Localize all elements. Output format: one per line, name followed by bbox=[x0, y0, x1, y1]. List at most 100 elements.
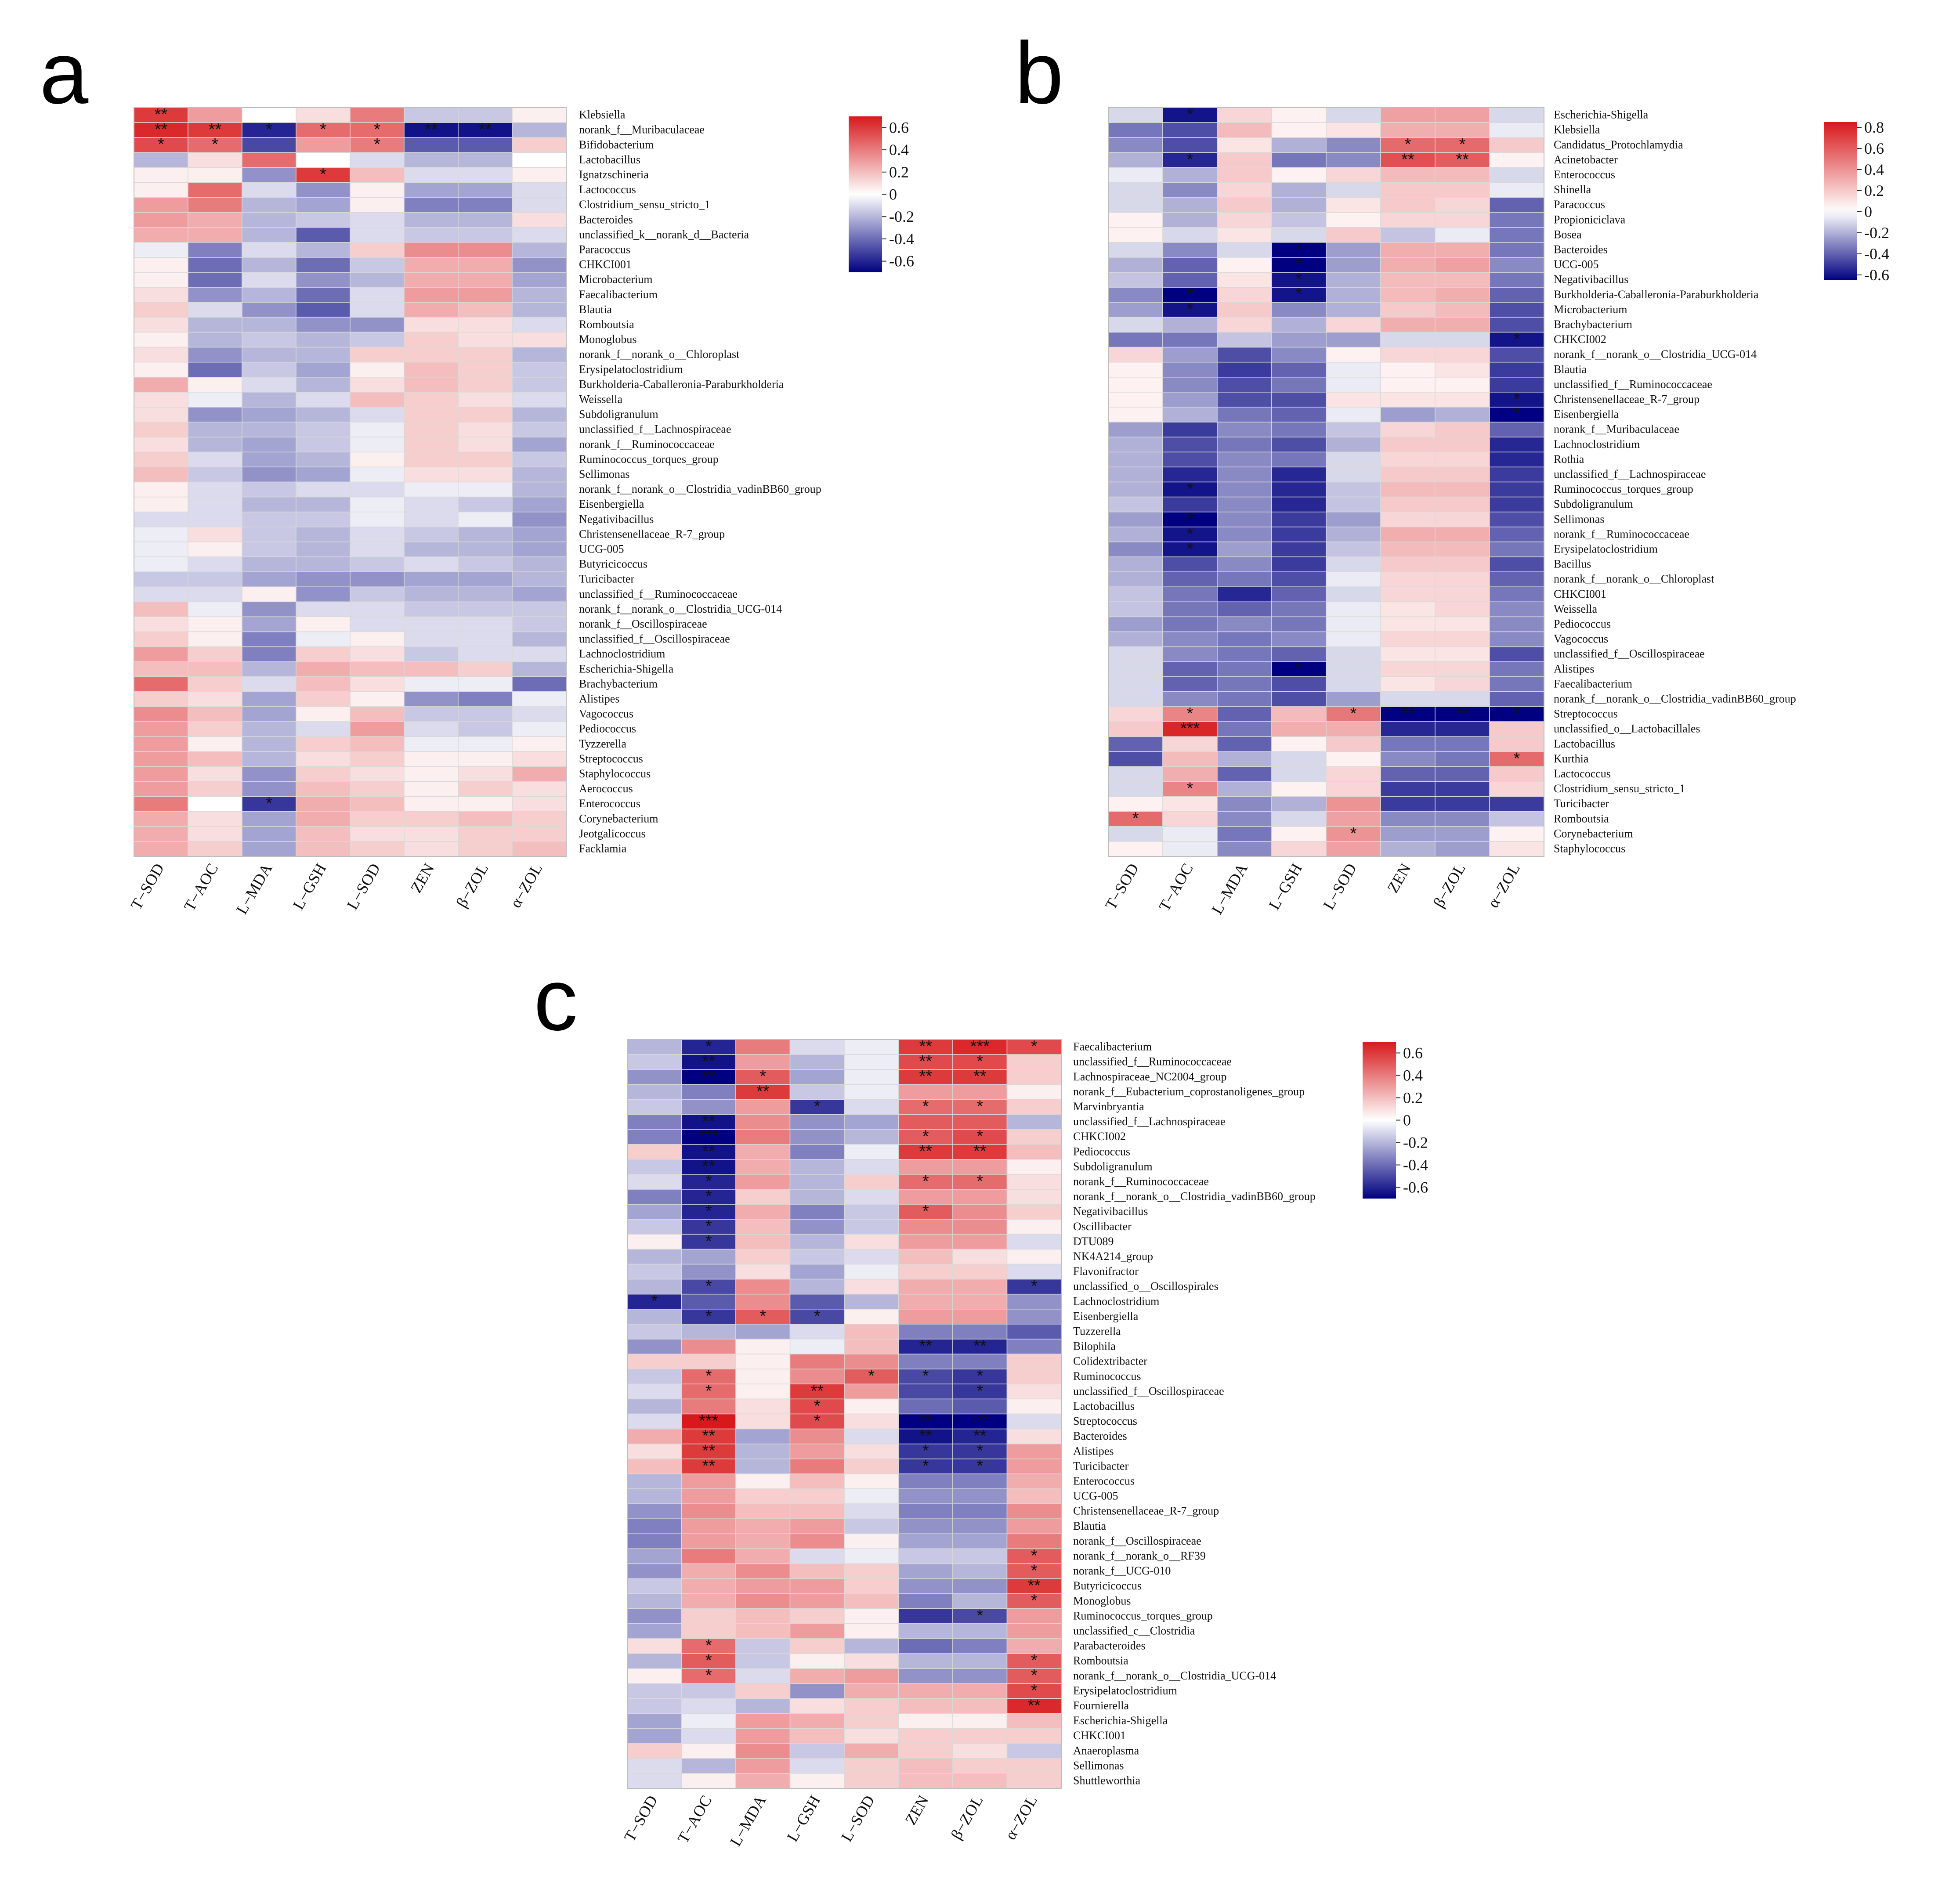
heatmap-cell bbox=[350, 451, 405, 468]
heatmap-cell bbox=[1006, 1099, 1062, 1115]
heatmap-cell bbox=[1162, 197, 1218, 213]
row-label: Bosea bbox=[1554, 228, 1582, 241]
heatmap-cell bbox=[1380, 496, 1436, 513]
heatmap-cell bbox=[134, 616, 188, 632]
heatmap-cell bbox=[512, 766, 567, 782]
heatmap-cell bbox=[1435, 212, 1490, 228]
heatmap-cell bbox=[627, 1578, 682, 1594]
heatmap-cell bbox=[404, 646, 459, 662]
row-label: norank_f__norank_o__Chloroplast bbox=[579, 348, 740, 361]
heatmap-cell bbox=[1162, 167, 1218, 183]
significance-mark: * bbox=[976, 1457, 983, 1475]
heatmap-cell bbox=[898, 1114, 953, 1130]
heatmap-cell bbox=[735, 1503, 791, 1519]
heatmap-cell bbox=[404, 347, 459, 363]
heatmap-cell bbox=[1162, 407, 1218, 422]
heatmap-cell bbox=[134, 542, 188, 557]
heatmap-cell bbox=[898, 1354, 953, 1369]
heatmap-cell bbox=[512, 676, 567, 692]
heatmap-cell bbox=[1006, 1488, 1062, 1504]
heatmap-cell bbox=[296, 496, 351, 513]
heatmap-cell bbox=[404, 571, 459, 587]
heatmap-cell bbox=[844, 1324, 899, 1340]
heatmap-cell bbox=[627, 1443, 682, 1459]
row-label: Sellimonas bbox=[579, 468, 630, 480]
heatmap-cell bbox=[1489, 826, 1544, 842]
heatmap-cell bbox=[898, 1249, 953, 1265]
heatmap-cell bbox=[512, 601, 567, 618]
colorbar-tick-label: 0.4 bbox=[1403, 1067, 1423, 1084]
heatmap-cell bbox=[134, 661, 188, 677]
significance-mark: * bbox=[1296, 255, 1302, 274]
significance-mark: ** bbox=[1456, 704, 1469, 723]
row-label: Ignatzschineria bbox=[579, 168, 649, 181]
heatmap-cell bbox=[1326, 646, 1381, 662]
column-label: L−GSH bbox=[783, 1792, 824, 1845]
heatmap-cell bbox=[627, 1668, 682, 1684]
row-label: norank_f__norank_o__Chloroplast bbox=[1554, 573, 1714, 585]
heatmap-cell bbox=[1271, 437, 1327, 453]
heatmap-cell bbox=[458, 332, 513, 348]
column-label: T−SOD bbox=[621, 1792, 661, 1845]
heatmap-cell bbox=[627, 1069, 682, 1085]
heatmap-cell bbox=[1217, 646, 1272, 662]
heatmap-cell bbox=[1108, 407, 1163, 422]
heatmap-cell bbox=[1108, 527, 1163, 542]
heatmap-cell bbox=[898, 1713, 953, 1729]
heatmap-cell bbox=[1162, 496, 1218, 513]
heatmap-cell bbox=[1380, 242, 1436, 258]
heatmap-cell bbox=[1217, 542, 1272, 557]
heatmap-cell bbox=[1435, 227, 1490, 243]
heatmap-cell bbox=[789, 1159, 845, 1175]
heatmap-cell bbox=[1380, 841, 1436, 857]
heatmap-cell bbox=[1489, 496, 1544, 513]
heatmap-cell bbox=[789, 1129, 845, 1145]
heatmap-cell bbox=[1271, 182, 1327, 198]
heatmap-cell bbox=[1380, 317, 1436, 333]
heatmap-cell bbox=[1326, 287, 1381, 303]
heatmap-cell bbox=[1489, 796, 1544, 812]
heatmap-cell bbox=[681, 1503, 736, 1519]
heatmap-cell bbox=[296, 317, 351, 333]
heatmap-cell bbox=[627, 1773, 682, 1789]
heatmap-cell bbox=[1108, 317, 1163, 333]
heatmap-cell bbox=[1108, 377, 1163, 393]
heatmap-cell bbox=[1217, 676, 1272, 692]
heatmap-cell bbox=[1271, 407, 1327, 422]
row-label: Ruminococcus_torques_group bbox=[1554, 483, 1693, 495]
row-label: norank_f__Oscillospiraceae bbox=[1073, 1535, 1201, 1547]
heatmap-cell bbox=[1217, 586, 1272, 603]
heatmap-cell bbox=[404, 392, 459, 408]
heatmap-cell bbox=[681, 1713, 736, 1729]
heatmap-cell bbox=[1435, 556, 1490, 572]
heatmap-cell bbox=[735, 1773, 791, 1789]
row-label: CHKCI001 bbox=[579, 258, 632, 271]
significance-mark: * bbox=[976, 1382, 983, 1400]
heatmap-cell bbox=[1489, 167, 1544, 183]
heatmap-cell bbox=[844, 1293, 899, 1310]
row-label: UCG-005 bbox=[1073, 1490, 1118, 1502]
row-label: norank_f__Ruminococcaceae bbox=[1554, 527, 1689, 540]
heatmap-cell bbox=[681, 1339, 736, 1354]
heatmap-cell bbox=[1489, 721, 1544, 737]
heatmap-cell bbox=[898, 1518, 953, 1535]
heatmap-cell bbox=[681, 1459, 736, 1474]
row-label: Sellimonas bbox=[1554, 513, 1605, 525]
heatmap-cell bbox=[404, 527, 459, 542]
heatmap-cell bbox=[1380, 751, 1436, 767]
row-label: Klebsiella bbox=[579, 108, 626, 121]
heatmap-cell bbox=[1326, 392, 1381, 408]
heatmap-cell bbox=[512, 751, 567, 767]
heatmap-cell bbox=[242, 257, 297, 273]
heatmap-cell bbox=[844, 1339, 899, 1354]
heatmap-cell bbox=[188, 511, 242, 527]
significance-mark: * bbox=[868, 1367, 875, 1385]
heatmap-cell bbox=[458, 437, 513, 453]
heatmap-cell bbox=[1489, 527, 1544, 542]
row-label: Ruminococcus bbox=[1073, 1370, 1141, 1383]
heatmap-cell bbox=[458, 302, 513, 318]
heatmap-cell bbox=[242, 691, 297, 707]
heatmap-cell bbox=[242, 556, 297, 572]
heatmap-cell bbox=[458, 616, 513, 632]
heatmap-cell bbox=[1271, 332, 1327, 348]
